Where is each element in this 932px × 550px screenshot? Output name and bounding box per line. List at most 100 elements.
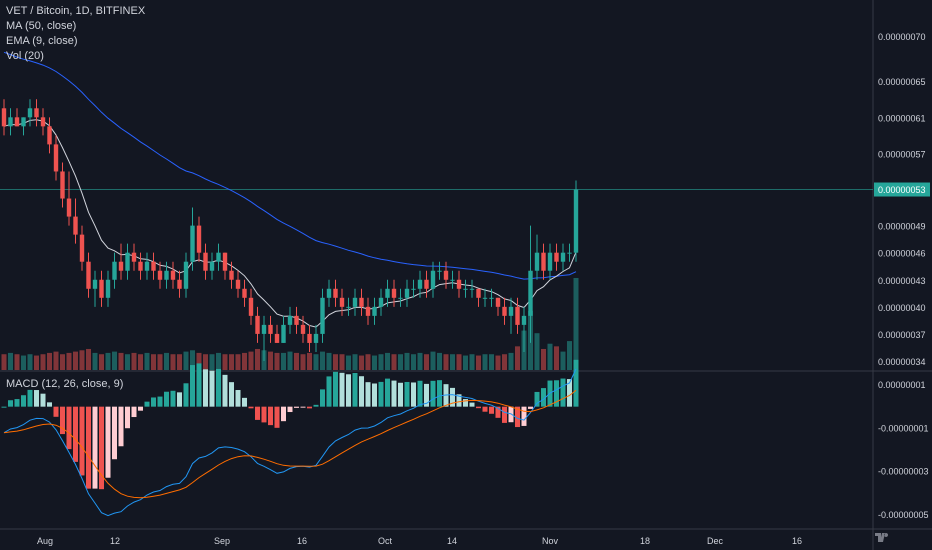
volume-bar xyxy=(463,355,468,370)
volume-bar xyxy=(573,278,579,370)
macd-histogram-bar xyxy=(326,376,332,407)
volume-bar xyxy=(47,352,52,370)
volume-bar xyxy=(209,354,215,370)
ema-legend[interactable]: EMA (9, close) xyxy=(6,35,78,47)
volume-bar xyxy=(554,346,559,370)
macd-histogram-bar xyxy=(521,406,527,426)
time-tick-label: Aug xyxy=(37,536,53,546)
macd-legend[interactable]: MACD (12, 26, close, 9) xyxy=(6,378,124,390)
candle-body xyxy=(482,297,488,299)
candle-body xyxy=(398,297,403,299)
volume-bar xyxy=(424,354,429,370)
candle-body xyxy=(307,333,312,343)
price-tick-label: 0.00000043 xyxy=(878,276,926,286)
macd-histogram-bar xyxy=(105,406,111,478)
macd-histogram-bar xyxy=(495,406,501,418)
candle-body xyxy=(411,288,416,290)
candle-body xyxy=(170,270,176,280)
volume-bar xyxy=(105,352,111,370)
macd-histogram-bar xyxy=(157,396,163,407)
ma-legend[interactable]: MA (50, close) xyxy=(6,20,77,32)
candle-body xyxy=(92,279,98,289)
volume-bar xyxy=(274,352,280,370)
volume-bar xyxy=(281,352,286,370)
macd-histogram-bar xyxy=(131,406,137,418)
volume-bar xyxy=(79,350,85,370)
tradingview-logo-icon[interactable] xyxy=(874,530,892,544)
volume-bar xyxy=(92,352,98,370)
volume-bar xyxy=(430,351,436,370)
macd-histogram-bar xyxy=(99,406,104,490)
volume-bar xyxy=(404,352,410,370)
candle-body xyxy=(14,117,20,127)
volume-bar xyxy=(203,354,208,370)
candle-body xyxy=(118,261,124,271)
macd-histogram-bar xyxy=(274,406,280,428)
candle-body xyxy=(547,252,553,271)
macd-histogram-bar xyxy=(177,392,182,407)
candle-body xyxy=(235,279,241,289)
volume-legend[interactable]: Vol (20) xyxy=(6,50,44,62)
volume-bar xyxy=(502,354,507,370)
candle-body xyxy=(125,252,130,271)
macd-histogram-bar xyxy=(450,387,455,407)
candle-body xyxy=(385,288,390,298)
current-price-label: 0.00000053 xyxy=(878,185,926,195)
volume-bar xyxy=(170,354,176,370)
volume-bar xyxy=(177,354,182,370)
candle-body xyxy=(339,297,345,307)
macd-histogram-bar xyxy=(346,374,351,407)
candle-body xyxy=(183,261,189,289)
volume-bar xyxy=(489,354,494,370)
candle-body xyxy=(365,306,371,316)
macd-histogram-bar xyxy=(170,390,176,407)
macd-histogram-bar xyxy=(541,388,546,407)
macd-histogram-bar xyxy=(339,372,345,407)
volume-bar xyxy=(8,352,13,370)
price-tick-label: 0.00000065 xyxy=(878,77,926,87)
volume-bar xyxy=(151,354,156,370)
candle-body xyxy=(515,306,520,325)
volume-bar xyxy=(313,354,319,370)
chart-legend: VET / Bitcoin, 1D, BITFINEX MA (50, clos… xyxy=(6,4,145,64)
volume-bar xyxy=(53,351,59,370)
volume-bar xyxy=(196,352,202,370)
candles xyxy=(1,99,579,361)
candle-body xyxy=(346,306,351,308)
candle-body xyxy=(294,315,299,325)
volume-bar xyxy=(515,346,520,370)
macd-histogram-bar xyxy=(430,380,436,407)
candle-body xyxy=(287,315,293,325)
macd-histogram-bar xyxy=(21,395,26,407)
volume-bar xyxy=(320,351,325,370)
candle-body xyxy=(53,144,59,172)
macd-histogram-bar xyxy=(404,381,410,407)
macd-histogram-bar xyxy=(463,399,468,407)
volume-bar xyxy=(482,354,488,370)
volume-bar xyxy=(385,352,390,370)
macd-histogram-bar xyxy=(112,406,117,460)
candle-body xyxy=(47,126,52,145)
macd-histogram-bar xyxy=(411,382,416,407)
macd-histogram-bar xyxy=(86,406,91,489)
candle-body xyxy=(469,288,475,290)
candle-body xyxy=(372,306,377,316)
candle-body xyxy=(326,288,332,298)
candle-body xyxy=(521,315,527,325)
macd-histogram-bar xyxy=(372,383,377,407)
macd-histogram-bar xyxy=(203,369,208,407)
macd-tick-label: -0.00000001 xyxy=(878,423,929,433)
candle-body xyxy=(300,324,306,334)
volume-bar xyxy=(157,354,163,370)
candle-body xyxy=(476,288,481,298)
candle-body xyxy=(281,324,286,343)
candle-body xyxy=(73,216,78,235)
candle-body xyxy=(157,270,163,280)
candle-body xyxy=(131,252,137,262)
volume-bar xyxy=(567,341,572,370)
candle-body xyxy=(21,117,26,127)
ma50-line xyxy=(3,51,577,280)
volume-bar xyxy=(450,354,455,370)
